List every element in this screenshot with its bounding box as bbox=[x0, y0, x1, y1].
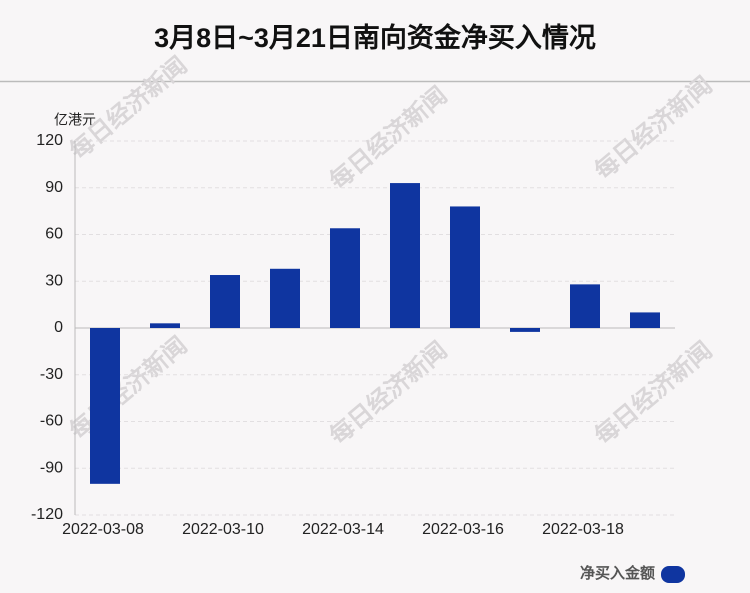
y-tick-label: -90 bbox=[40, 459, 63, 476]
y-axis-label: 亿港元 bbox=[54, 112, 96, 128]
y-tick-label: -30 bbox=[40, 366, 63, 383]
y-tick-label: 90 bbox=[45, 179, 63, 196]
y-tick-label: 0 bbox=[54, 319, 63, 336]
y-tick-label: 60 bbox=[45, 226, 63, 243]
legend-label: 净买入金额 bbox=[580, 564, 655, 582]
y-tick-label: 30 bbox=[45, 272, 63, 289]
x-tick-label: 2022-03-16 bbox=[422, 521, 504, 538]
bar bbox=[510, 328, 540, 332]
x-tick-label: 2022-03-14 bbox=[302, 521, 384, 538]
chart-title: 3月8日~3月21日南向资金净买入情况 bbox=[154, 22, 596, 53]
bar bbox=[630, 312, 660, 328]
bar bbox=[150, 323, 180, 328]
bar bbox=[210, 275, 240, 328]
y-tick-label: -120 bbox=[31, 506, 63, 523]
y-tick-label: 120 bbox=[36, 132, 63, 149]
bar bbox=[330, 228, 360, 328]
x-tick-label: 2022-03-10 bbox=[182, 521, 264, 538]
legend-swatch bbox=[661, 566, 685, 583]
bar bbox=[390, 183, 420, 328]
bar bbox=[570, 284, 600, 328]
x-tick-label: 2022-03-18 bbox=[542, 521, 624, 538]
bar bbox=[450, 206, 480, 328]
bar bbox=[90, 328, 120, 484]
y-tick-label: -60 bbox=[40, 413, 63, 430]
bar bbox=[270, 268, 300, 328]
x-tick-label: 2022-03-08 bbox=[62, 521, 144, 538]
